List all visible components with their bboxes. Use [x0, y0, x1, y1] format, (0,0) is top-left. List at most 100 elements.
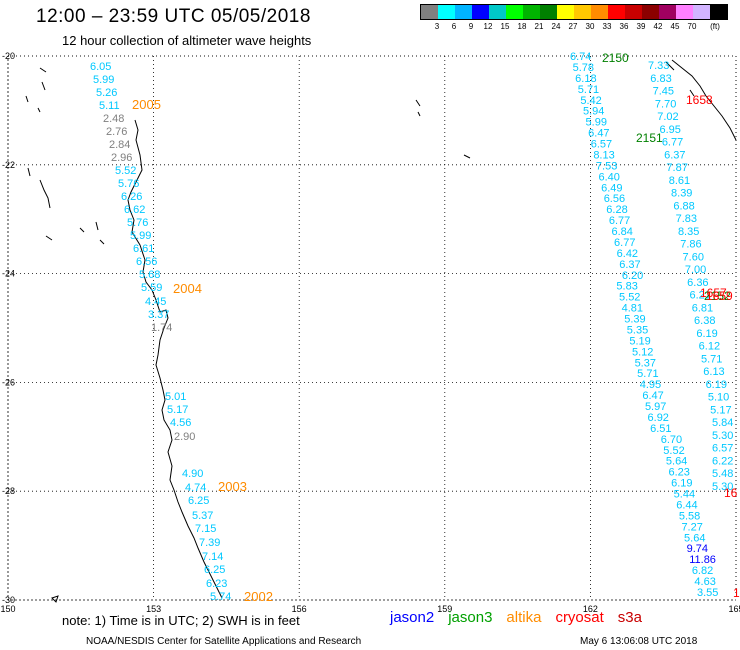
swh-value: 11.86 [689, 554, 716, 566]
swh-value: 5.37 [192, 510, 213, 522]
lon-tick-label: 156 [292, 604, 307, 614]
swh-value: 6.26 [121, 191, 142, 203]
legend-swatch [710, 5, 727, 19]
legend-label: 6 [451, 22, 457, 31]
color-legend: 3 6 9 12 15 18 21 24 27 30 33 36 39 42 45 70 (ft) [420, 4, 728, 32]
swh-value: 6.77 [614, 237, 635, 249]
swh-value: 6.36 [687, 277, 708, 289]
legend-swatch [540, 5, 557, 19]
legend-swatch [574, 5, 591, 19]
swh-value: 6.23 [206, 578, 227, 590]
track-time-label: 2005 [132, 97, 161, 112]
track-time-label: 1 [733, 586, 740, 600]
altimeter-tracks: 6.055.995.265.112.482.762.842.965.525.76… [90, 51, 740, 604]
swh-value: 6.25 [204, 564, 225, 576]
swh-value: 2.90 [174, 431, 195, 443]
lon-tick-label: 153 [146, 604, 161, 614]
swh-value: 7.15 [195, 523, 216, 535]
legend-label: 3 [434, 22, 440, 31]
coastline [25, 59, 737, 603]
swh-value: 5.58 [679, 510, 700, 522]
legend-label: 18 [517, 22, 527, 31]
swh-value: 8.39 [671, 188, 692, 200]
legend-swatch [642, 5, 659, 19]
map-frame [7, 55, 737, 601]
track-time-label: 2151 [636, 131, 663, 145]
legend-swatch [591, 5, 608, 19]
swh-value: 6.81 [692, 302, 713, 314]
legend-label: 9 [468, 22, 474, 31]
swh-value: 5.74 [210, 591, 231, 603]
legend-swatch [472, 5, 489, 19]
swh-value: 1.74 [151, 322, 172, 334]
swh-value: 6.44 [676, 499, 697, 511]
lat-tick-label: -26 [2, 377, 15, 387]
swh-value: 6.47 [588, 128, 609, 140]
swh-value: 6.77 [609, 215, 630, 227]
satellite-name: cryosat [555, 609, 604, 626]
swh-value: 5.83 [616, 281, 637, 293]
swh-value: 5.99 [130, 230, 151, 242]
credit-line: NOAA/NESDIS Center for Satellite Applica… [86, 636, 697, 647]
legend-label: 30 [585, 22, 595, 31]
swh-value: 5.97 [645, 401, 666, 413]
swh-value: 5.39 [624, 314, 645, 326]
swh-value: 5.42 [580, 95, 601, 107]
swh-value: 6.25 [188, 495, 209, 507]
swh-value: 7.45 [653, 86, 674, 98]
swh-value: 6.62 [124, 204, 145, 216]
swh-value: 7.87 [666, 162, 687, 174]
swh-value: 4.56 [170, 417, 191, 429]
swh-value: 3.37 [148, 309, 169, 321]
swh-value: 5.52 [115, 165, 136, 177]
track-time-label: 2004 [173, 281, 202, 296]
swh-value: 5.30 [712, 481, 733, 493]
swh-value: 6.70 [661, 434, 682, 446]
swh-value: 7.33 [648, 60, 669, 72]
swh-value: 5.99 [586, 117, 607, 129]
legend-label: 21 [534, 22, 544, 31]
swh-value: 2.96 [111, 152, 132, 164]
lon-tick-label: 162 [583, 604, 598, 614]
swh-value: 5.17 [167, 404, 188, 416]
lon-tick-label: 150 [0, 604, 15, 614]
swh-value: 3.55 [697, 587, 718, 599]
swh-value: 4.81 [622, 303, 643, 315]
legend-swatch [676, 5, 693, 19]
swh-value: 9.74 [687, 543, 708, 555]
swh-value: 5.76 [127, 217, 148, 229]
lat-tick-label: -28 [2, 486, 15, 496]
swh-value: 7.00 [685, 264, 706, 276]
legend-swatch [557, 5, 574, 19]
lat-tick-label: -20 [2, 51, 15, 61]
lon-tick-label: 165 [728, 604, 740, 614]
swh-value: 7.53 [596, 160, 617, 172]
page-subtitle: 12 hour collection of altimeter wave hei… [62, 33, 312, 48]
swh-value: 2.84 [109, 139, 130, 151]
satellite-name: jason2 [390, 609, 435, 626]
swh-value: 7.60 [683, 251, 704, 263]
track-time-label: 1657 [700, 286, 727, 300]
pacific-islands [415, 99, 471, 159]
track-time-label: 16 [724, 486, 738, 500]
swh-value: 7.39 [199, 537, 220, 549]
swh-value: 5.26 [96, 87, 117, 99]
track-time-label: 2152 [704, 289, 731, 303]
lat-tick-label: -22 [2, 160, 15, 170]
track-time-label: 1659 [706, 289, 733, 303]
island-top [25, 67, 105, 245]
legend-swatch [489, 5, 506, 19]
legend-swatch [506, 5, 523, 19]
legend-label: 42 [653, 22, 663, 31]
swh-value: 5.11 [99, 100, 120, 112]
swh-value: 6.57 [591, 139, 612, 151]
swh-value: 6.61 [133, 243, 154, 255]
swh-value: 6.19 [706, 379, 727, 391]
swh-value: 6.20 [622, 270, 643, 282]
australia-coastline [127, 119, 223, 599]
page-title: 12:00 – 23:59 UTC 05/05/2018 [36, 6, 311, 27]
legend-color-bar [420, 4, 728, 20]
swh-value: 5.37 [635, 357, 656, 369]
swh-value: 6.19 [696, 328, 717, 340]
